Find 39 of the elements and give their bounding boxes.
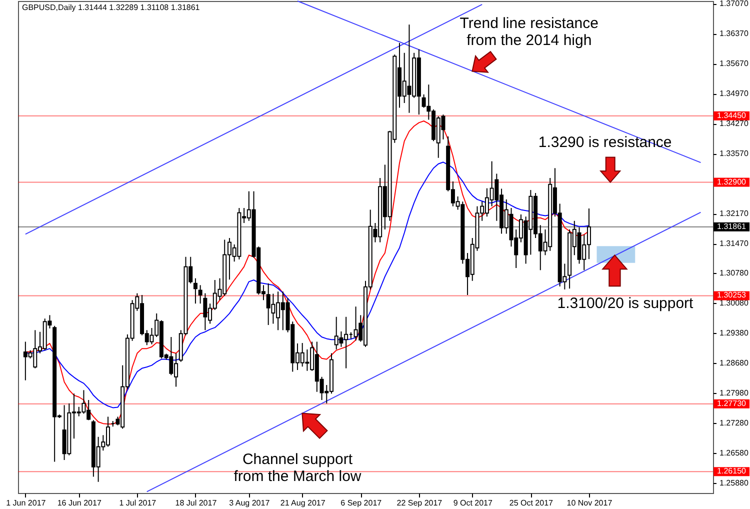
y-tick-label: 1.31470 <box>720 239 749 248</box>
annotation: Channel support from the March low <box>234 451 362 485</box>
ref-line-label: 1.34450 <box>717 110 747 120</box>
ref-line-label: 1.30253 <box>717 290 747 300</box>
y-tick-label: 1.37070 <box>720 0 749 8</box>
x-tick-label: 6 Sep 2017 <box>340 498 382 508</box>
y-tick-label: 1.35670 <box>720 59 749 68</box>
chart-title: GBPUSD,Daily 1.31444 1.32289 1.31108 1.31861 <box>22 3 200 12</box>
candlestick <box>193 278 198 304</box>
y-tick-label: 1.32170 <box>720 209 749 218</box>
y-tick-label: 1.33570 <box>720 149 749 158</box>
y-tick-label: 1.26580 <box>720 448 749 458</box>
y-tick-label: 1.27280 <box>720 418 749 428</box>
y-tick-label: 1.27980 <box>720 388 749 398</box>
x-tick-label: 10 Nov 2017 <box>566 498 613 508</box>
ref-line-label: 1.31861 <box>717 222 747 231</box>
ref-line-label: 1.32900 <box>717 177 747 186</box>
y-tick-label: 1.25880 <box>720 478 749 488</box>
y-tick-label: 1.30080 <box>720 298 749 308</box>
candlestick <box>198 284 202 304</box>
x-tick-label: 21 Aug 2017 <box>280 498 326 508</box>
ref-line-label: 1.27730 <box>717 398 747 408</box>
x-tick-label: 1 Jun 2017 <box>6 498 46 508</box>
y-tick-label: 1.29380 <box>720 328 749 338</box>
x-tick-label: 16 Jun 2017 <box>57 498 102 508</box>
annotation: 1.3100/20 is support <box>557 295 694 312</box>
x-tick-label: 25 Oct 2017 <box>509 498 554 508</box>
ref-line-label: 1.26150 <box>717 466 747 476</box>
x-tick-label: 1 Jul 2017 <box>119 498 157 508</box>
x-tick-label: 9 Oct 2017 <box>453 498 493 508</box>
x-tick-label: 18 Jul 2017 <box>175 498 218 508</box>
y-tick-label: 1.36370 <box>720 29 749 38</box>
x-tick-label: 22 Sep 2017 <box>396 498 443 508</box>
y-tick-label: 1.28680 <box>720 358 749 368</box>
y-tick-label: 1.34270 <box>720 119 749 128</box>
y-tick-label: 1.30780 <box>720 268 749 278</box>
y-tick-label: 1.34970 <box>720 89 749 98</box>
x-tick-label: 3 Aug 2017 <box>229 498 270 508</box>
annotation: Trend line resistance from the 2014 high <box>460 15 598 49</box>
